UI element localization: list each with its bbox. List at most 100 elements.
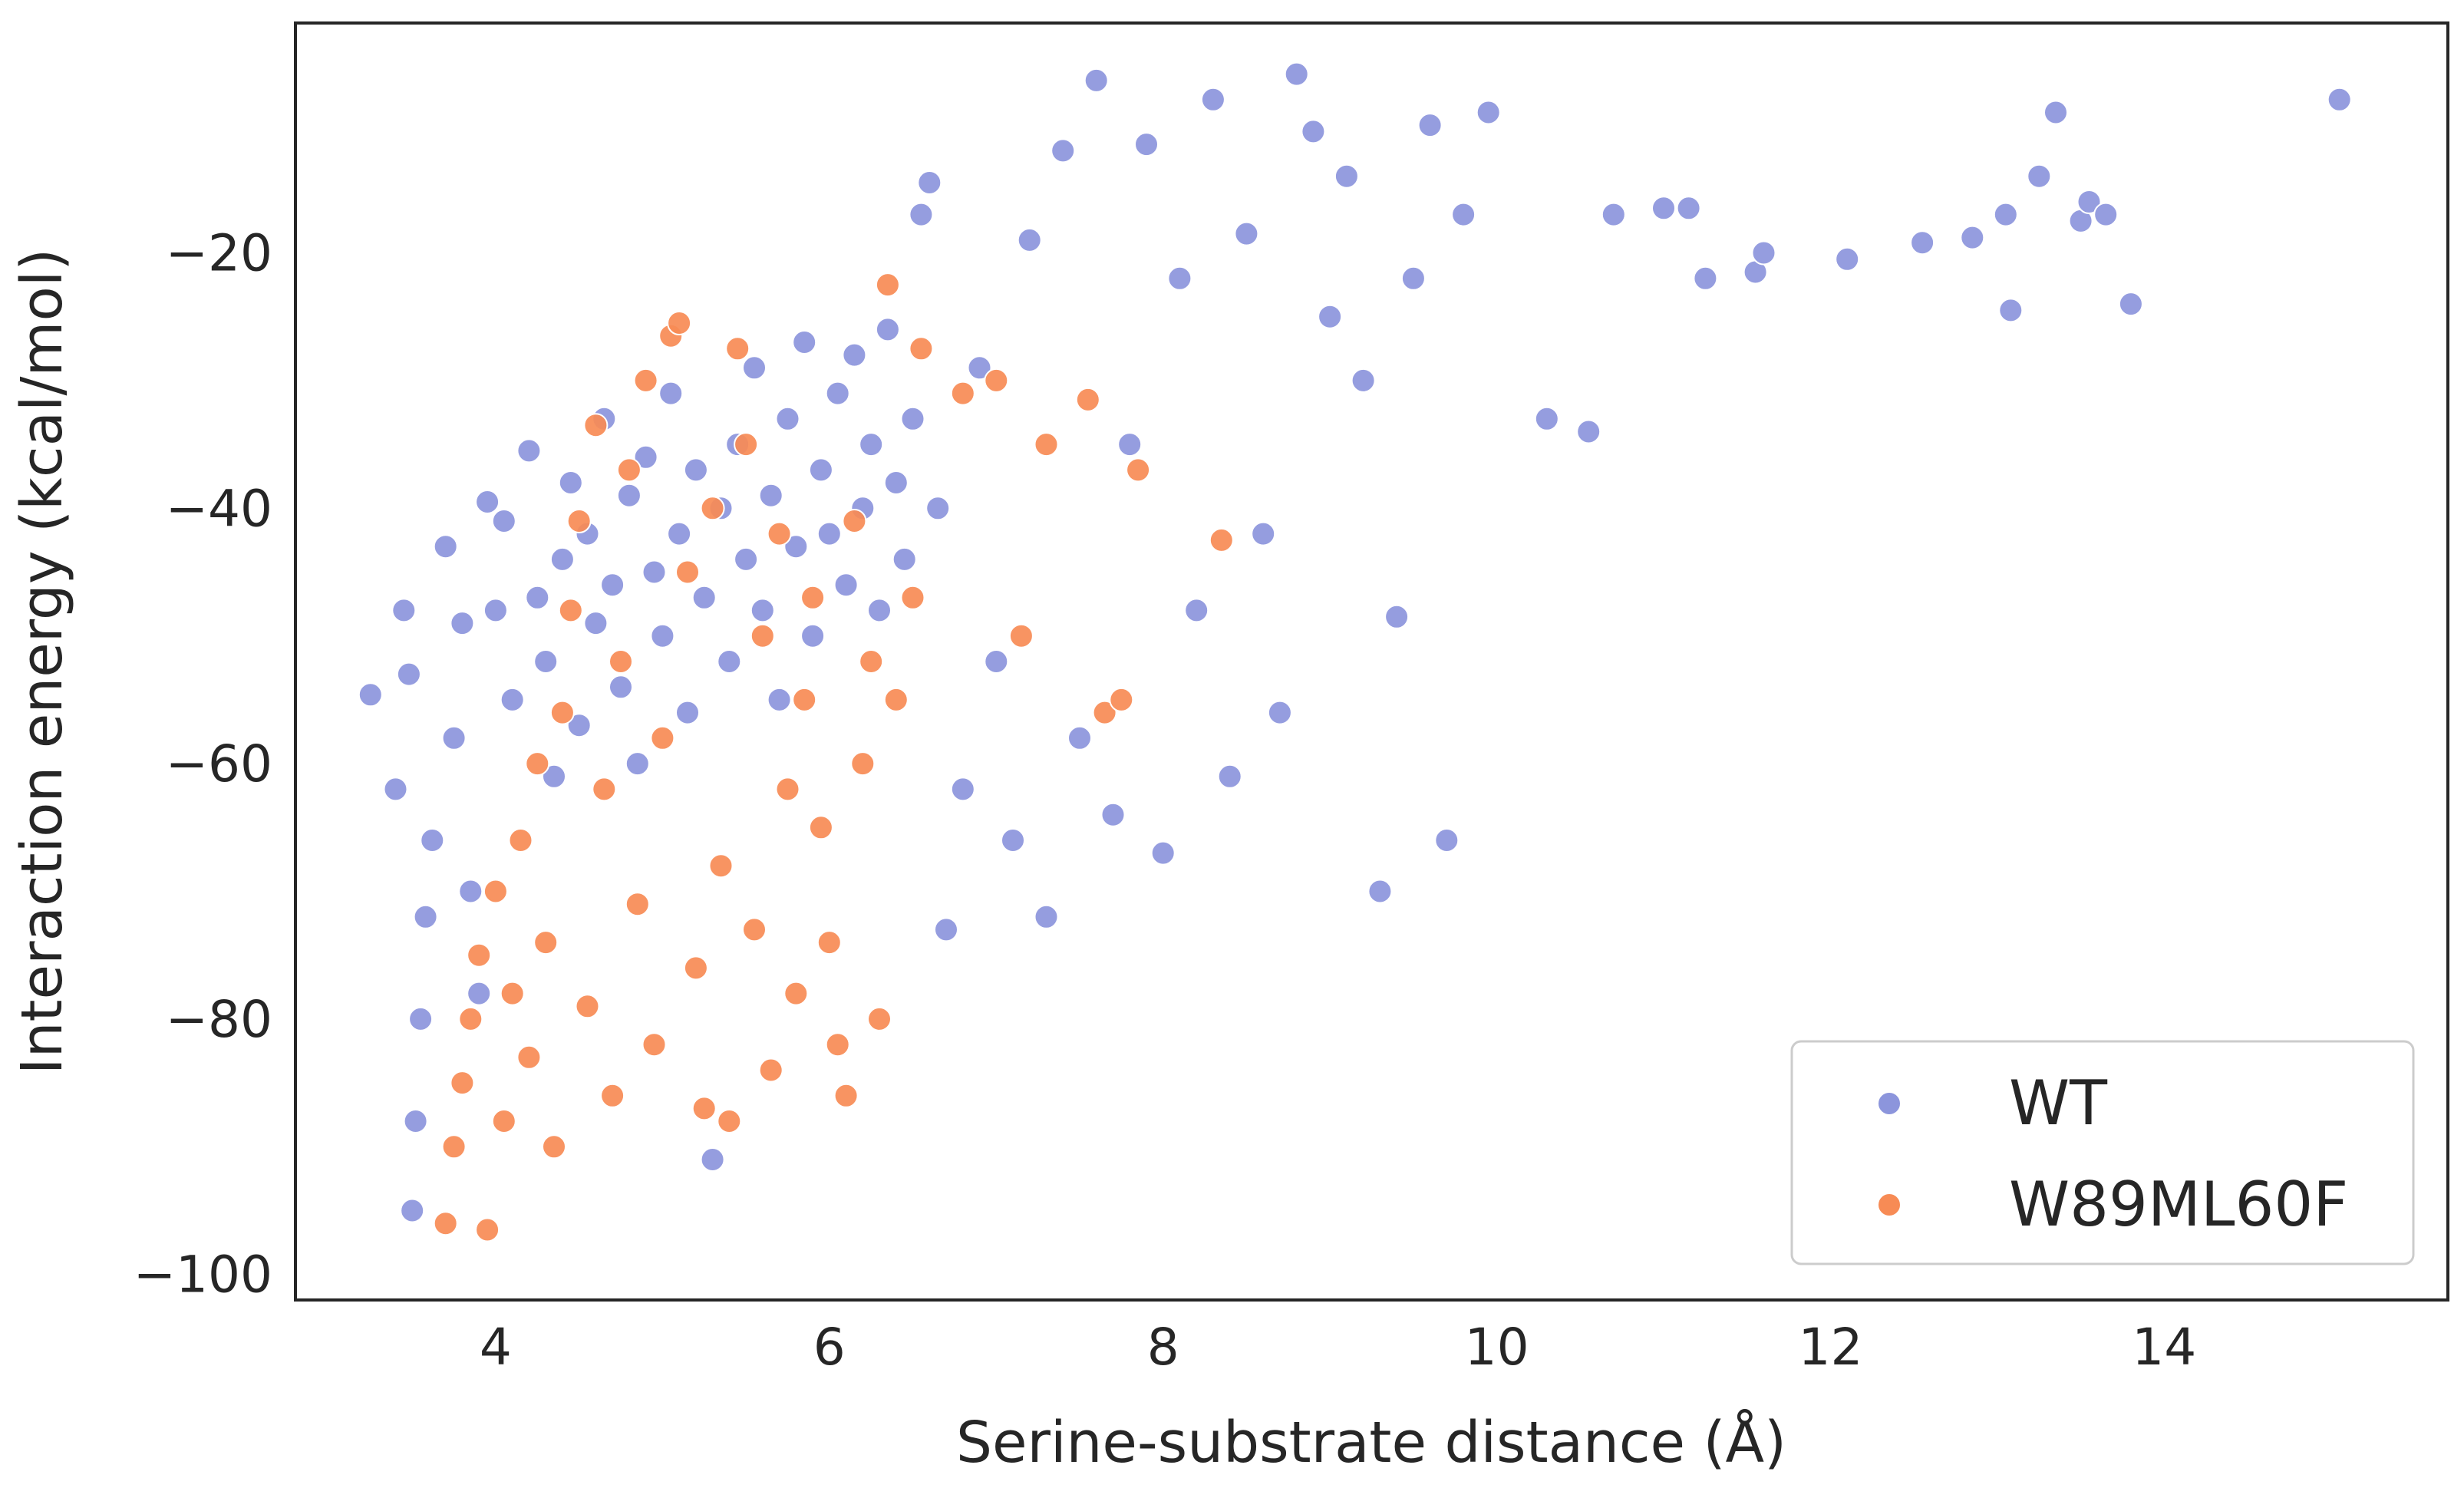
points-layer	[358, 61, 2352, 1242]
point-wt-119	[2118, 292, 2143, 317]
point-wt-113	[1998, 298, 2024, 323]
point-wt-65	[909, 202, 934, 227]
point-w89ml60f-33	[708, 853, 734, 879]
point-w89ml60f-25	[642, 1032, 667, 1057]
point-w89ml60f-20	[600, 1083, 625, 1108]
point-w89ml60f-30	[683, 955, 708, 981]
point-w89ml60f-53	[875, 272, 900, 298]
point-w89ml60f-1	[441, 1134, 467, 1160]
point-wt-59	[859, 432, 884, 457]
point-wt-90	[1301, 119, 1326, 144]
series-wt	[358, 61, 2352, 1223]
point-wt-120	[2327, 87, 2352, 112]
point-wt-38	[683, 457, 708, 483]
point-wt-30	[616, 483, 642, 508]
point-w89ml60f-14	[549, 700, 575, 725]
point-wt-108	[1751, 240, 1776, 266]
point-w89ml60f-26	[650, 725, 675, 751]
y-tick-label-20: −20	[166, 224, 272, 283]
point-wt-82	[1167, 266, 1192, 291]
legend-marker-w89ml60f	[1877, 1193, 1902, 1217]
point-w89ml60f-44	[800, 585, 826, 610]
point-wt-77	[1084, 68, 1109, 93]
point-w89ml60f-16	[566, 509, 592, 533]
point-wt-104	[1651, 196, 1676, 221]
point-wt-102	[1576, 419, 1601, 444]
point-w89ml60f-43	[792, 687, 817, 712]
point-w89ml60f-37	[742, 917, 767, 942]
point-wt-18	[516, 438, 542, 464]
point-wt-9	[433, 534, 458, 559]
point-wt-39	[691, 585, 717, 610]
point-wt-87	[1251, 521, 1276, 546]
legend: WT W89ML60F	[1790, 1040, 2415, 1265]
point-w89ml60f-55	[900, 585, 925, 610]
point-wt-6	[408, 1006, 434, 1031]
point-wt-54	[816, 521, 842, 546]
point-wt-64	[900, 406, 925, 431]
legend-box	[1790, 1040, 2415, 1265]
point-wt-79	[1117, 432, 1143, 457]
point-wt-85	[1217, 764, 1242, 789]
point-w89ml60f-19	[592, 777, 617, 802]
point-w89ml60f-36	[734, 432, 759, 457]
point-wt-53	[808, 457, 833, 483]
point-w89ml60f-45	[808, 815, 833, 840]
point-wt-84	[1200, 87, 1225, 112]
point-w89ml60f-47	[825, 1032, 850, 1057]
point-wt-109	[1835, 246, 1860, 272]
point-wt-101	[1534, 406, 1559, 431]
point-w89ml60f-17	[575, 994, 600, 1019]
point-wt-57	[842, 342, 867, 368]
y-tick-label-60: −60	[166, 734, 272, 793]
point-wt-62	[883, 470, 909, 495]
point-wt-91	[1318, 304, 1343, 329]
point-wt-95	[1384, 604, 1410, 629]
point-wt-98	[1434, 828, 1460, 853]
point-wt-8	[420, 828, 445, 853]
y-tick-label-40: −40	[166, 479, 272, 538]
point-wt-103	[1601, 202, 1626, 227]
point-w89ml60f-4	[467, 942, 492, 968]
x-tick-label-8: 8	[1147, 1318, 1179, 1377]
point-wt-35	[658, 381, 684, 406]
point-wt-73	[1017, 227, 1042, 252]
point-wt-24	[566, 713, 592, 738]
point-wt-89	[1284, 61, 1309, 87]
point-wt-32	[633, 444, 658, 470]
point-wt-92	[1334, 163, 1359, 189]
point-w89ml60f-65	[1209, 527, 1234, 553]
point-w89ml60f-34	[717, 1109, 742, 1133]
point-w89ml60f-41	[775, 777, 800, 802]
point-w89ml60f-3	[458, 1006, 483, 1031]
point-wt-50	[783, 534, 809, 559]
point-wt-55	[825, 381, 850, 406]
point-wt-4	[400, 1198, 425, 1223]
point-w89ml60f-6	[483, 879, 508, 904]
point-wt-78	[1100, 802, 1126, 827]
point-w89ml60f-59	[1008, 623, 1034, 648]
y-tick-label-80: −80	[166, 990, 272, 1049]
point-wt-99	[1451, 202, 1476, 227]
plot-frame	[294, 21, 2449, 1302]
point-w89ml60f-15	[558, 598, 583, 623]
point-wt-51	[792, 330, 817, 355]
point-w89ml60f-23	[625, 892, 650, 917]
x-tick-label-6: 6	[813, 1318, 846, 1377]
point-wt-81	[1150, 840, 1176, 866]
point-w89ml60f-18	[583, 413, 609, 438]
point-wt-94	[1367, 879, 1393, 904]
legend-label-wt: WT	[2009, 1067, 2108, 1139]
point-wt-23	[558, 470, 583, 495]
point-wt-52	[800, 623, 826, 648]
point-wt-70	[967, 355, 992, 381]
point-wt-48	[767, 687, 792, 712]
point-wt-40	[700, 1147, 725, 1172]
point-w89ml60f-46	[816, 930, 842, 955]
point-wt-66	[917, 170, 942, 195]
point-wt-93	[1351, 368, 1376, 393]
point-w89ml60f-39	[758, 1057, 783, 1083]
point-wt-17	[500, 687, 525, 712]
point-wt-16	[491, 509, 516, 533]
